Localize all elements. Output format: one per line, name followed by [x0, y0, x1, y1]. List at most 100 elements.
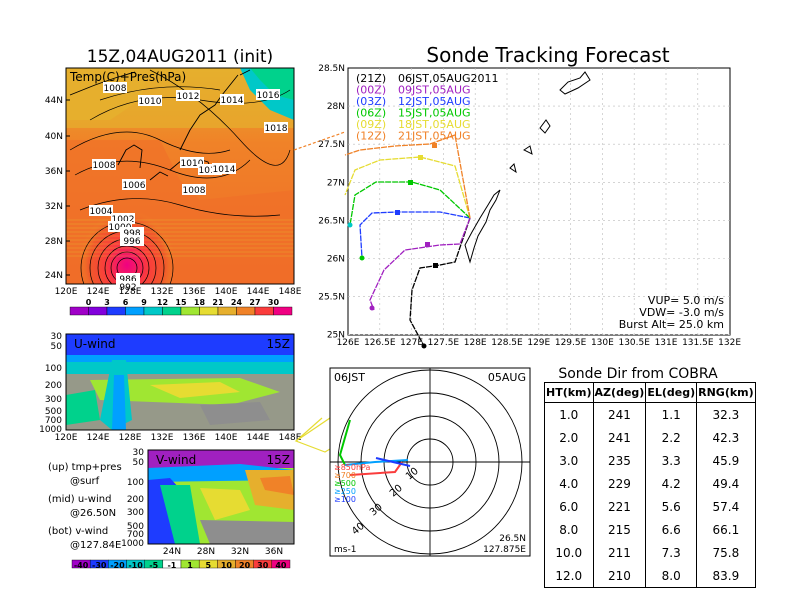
launch-time: 09JST,05AUG: [398, 84, 471, 97]
pressure-tick-label: 100: [127, 478, 144, 488]
polar-date: 05AUG: [488, 371, 526, 384]
colorbar-tick-label: 18: [194, 298, 206, 307]
polar-loc1: 26.5N: [499, 534, 526, 544]
tracking-grid: [348, 68, 730, 336]
colorbar-tick-label: -5: [149, 561, 158, 570]
pressure-tick-label: 200: [45, 381, 62, 391]
lon-tick-label: 144E: [247, 287, 270, 297]
table-cell: 49.4: [696, 472, 756, 495]
table-cell: 3.0: [544, 449, 594, 472]
lon-tick-label: 130E: [591, 338, 614, 348]
table-cell: 211: [592, 541, 647, 564]
map-lon-labels: 120E 124E 128E 132E 136E 140E 144E 148E: [55, 287, 302, 297]
lon-tick-label: 124E: [87, 433, 110, 443]
lon-tick-label: 128E: [464, 338, 487, 348]
temperature-colorbar: 0 3 6 9 12 15 18 21 24 27 30: [69, 298, 293, 316]
lon-tick-label: 131E: [655, 338, 678, 348]
lat-tick-label: 28.5N: [318, 64, 345, 74]
lon-tick-label: 140E: [215, 433, 238, 443]
isobar-label: 986: [119, 275, 136, 285]
cobra-header-az: AZ(deg): [592, 382, 647, 403]
svg-text:@surf: @surf: [70, 476, 100, 487]
lon-tick-label: 128E: [119, 287, 142, 297]
pressure-tick-label: 50: [133, 458, 145, 468]
isobar-label: 1008: [93, 161, 116, 171]
colorbar-swatch: [106, 306, 126, 316]
temperature-map: [66, 68, 294, 284]
launch-code: (12Z): [356, 130, 386, 143]
table-cell: 6.0: [544, 495, 594, 518]
colorbar-swatch: [180, 306, 200, 316]
lat-tick-label: 25N: [327, 331, 345, 341]
lon-tick-label: 127.5E: [428, 338, 460, 348]
lat-tick-label: 40N: [45, 132, 63, 142]
colorbar-swatch: [199, 306, 219, 316]
level-legend-item: ≥850hPa: [334, 463, 371, 472]
colorbar-swatch: [162, 306, 182, 316]
table-cell: 12.0: [544, 564, 594, 588]
polar-hodograph: [338, 419, 411, 476]
table-cell: 1.1: [645, 402, 698, 426]
lon-tick-label: 130.5E: [618, 338, 650, 348]
lon-tick-label: 148E: [279, 433, 302, 443]
colorbar-swatch: [143, 306, 163, 316]
colorbar-tick-label: 10: [221, 561, 233, 570]
lon-tick-label: 132E: [718, 338, 741, 348]
lon-tick-label: 126.5E: [364, 338, 396, 348]
launch-code: (21Z): [356, 72, 386, 85]
svg-text:@26.50N: @26.50N: [70, 508, 116, 519]
pressure-tick-label: 50: [51, 342, 63, 352]
pressure-tick-label: 1000: [121, 539, 144, 549]
table-cell: 241: [592, 402, 647, 426]
launch-code: (06Z): [356, 107, 386, 120]
okinawa-coastline: [464, 71, 591, 264]
svg-text:VUP= 5.0 m/s: VUP= 5.0 m/s: [648, 294, 724, 307]
panel-notes: (up) tmp+pres @surf (mid) u-wind @26.50N…: [48, 462, 122, 551]
lon-tick-label: 140E: [215, 287, 238, 297]
isobar-label: 998: [123, 229, 140, 239]
table-row: 2.0 241 2.2 42.3: [544, 426, 756, 449]
polar-time: 06JST: [334, 371, 365, 384]
colorbar-tick-label: 30: [257, 561, 269, 570]
lat-tick-label: 28N: [45, 237, 63, 247]
svg-text:(mid) u-wind: (mid) u-wind: [48, 494, 111, 505]
lat-tick-label: 25.5N: [318, 293, 345, 303]
isobar-label: 1002: [112, 215, 135, 225]
colorbar-tick-label: 24: [231, 298, 243, 307]
table-cell: 3.3: [645, 449, 698, 472]
wind-colorbar: -40 -30 -20 -10 -5 -1 1 5 10 20 30 40: [71, 559, 291, 570]
lat-tick-label: 36N: [265, 547, 283, 557]
lon-tick-label: 129E: [527, 338, 550, 348]
launch-time: 21JST,05AUG: [398, 130, 471, 143]
isobar-label: 996: [123, 237, 140, 247]
launch-time: 18JST,05AUG: [398, 118, 471, 131]
lat-tick-label: 28N: [327, 102, 345, 112]
table-cell: 10.0: [544, 541, 594, 564]
colorbar-tick-label: 30: [268, 298, 280, 307]
cobra-title: Sonde Dir from COBRA: [558, 366, 718, 382]
colorbar-tick-label: 20: [239, 561, 251, 570]
cobra-header-row: HT(km) AZ(deg) EL(deg) RNG(km): [544, 382, 756, 403]
isobar-label: 1010: [181, 159, 204, 169]
init-title: 15Z,04AUG2011 (init): [87, 47, 273, 67]
table-cell: 229: [592, 472, 647, 495]
launch-code: (09Z): [356, 118, 386, 131]
lon-tick-label: 128E: [119, 433, 142, 443]
table-cell: 83.9: [696, 564, 756, 588]
table-cell: 66.1: [696, 518, 756, 541]
sonde-params: VUP= 5.0 m/s VDW= -3.0 m/s Burst Alt= 25…: [619, 294, 725, 331]
cobra-header-ht: HT(km): [544, 382, 594, 403]
colorbar-swatch: [271, 559, 291, 569]
tracking-lon-labels: 126E 126.5E 127E 127.5E 128E 128.5E 129E 129.5E…: [337, 338, 742, 348]
svg-text:(up) tmp+pres: (up) tmp+pres: [48, 462, 122, 473]
lon-tick-label: 120E: [55, 433, 78, 443]
colorbar-tick-label: 1: [187, 561, 193, 570]
level-legend-item: ≥100: [334, 495, 356, 504]
table-row: 4.0 229 4.2 49.4: [544, 472, 756, 495]
cobra-table: HT(km) AZ(deg) EL(deg) RNG(km) 1.0 241 1.1…: [544, 382, 756, 588]
vwind-panel: [148, 450, 294, 544]
